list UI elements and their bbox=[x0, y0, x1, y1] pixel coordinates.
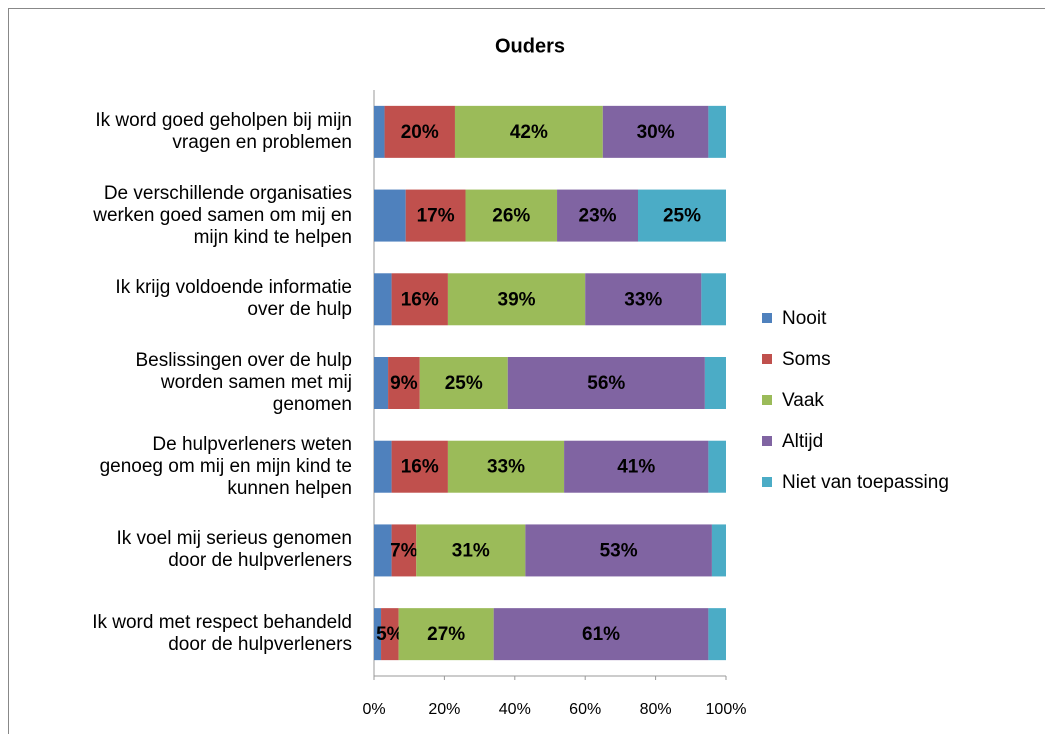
legend-swatch bbox=[762, 354, 772, 364]
bar-segment bbox=[704, 357, 726, 409]
bar-segment bbox=[374, 357, 389, 409]
bar-segment bbox=[405, 189, 466, 242]
data-label: 5% bbox=[376, 624, 404, 645]
data-label: 42% bbox=[510, 122, 548, 143]
legend-label: Vaak bbox=[782, 390, 824, 411]
data-label: 16% bbox=[401, 289, 439, 310]
bar-segment bbox=[416, 524, 526, 577]
bar-segment bbox=[507, 357, 705, 409]
legend-label: Soms bbox=[782, 349, 831, 370]
bar-segment bbox=[388, 357, 420, 409]
y-tick-label: Ik word met respect behandeld door de hu… bbox=[92, 612, 352, 656]
bar-segment bbox=[419, 357, 508, 409]
legend-swatch bbox=[762, 395, 772, 405]
data-label: 27% bbox=[427, 624, 465, 645]
legend-label: Altijd bbox=[782, 431, 823, 452]
bar-segment bbox=[447, 273, 586, 326]
data-label: 61% bbox=[582, 624, 620, 645]
data-label: 33% bbox=[624, 289, 662, 310]
data-label: 41% bbox=[617, 457, 655, 478]
x-tick-label: 40% bbox=[499, 701, 531, 718]
bar-segment bbox=[711, 524, 726, 577]
bar-segment bbox=[391, 524, 417, 577]
data-label: 30% bbox=[637, 122, 675, 143]
bar-segment bbox=[374, 105, 385, 158]
bar-segment bbox=[525, 524, 712, 577]
data-label: 20% bbox=[401, 122, 439, 143]
bar-segment bbox=[374, 440, 392, 493]
legend-label: Niet van toepassing bbox=[782, 472, 949, 493]
legend-swatch bbox=[762, 313, 772, 323]
bar-segment bbox=[465, 189, 558, 242]
y-tick-label: De hulpverleners weten genoeg om mij en … bbox=[99, 433, 352, 499]
bar-segment bbox=[585, 273, 702, 326]
legend-label: Nooit bbox=[782, 308, 827, 329]
bar-segment bbox=[447, 440, 565, 493]
data-label: 53% bbox=[600, 540, 638, 561]
data-label: 33% bbox=[487, 457, 525, 478]
bar-segment bbox=[374, 189, 406, 242]
data-label: 17% bbox=[417, 206, 455, 227]
bar-segment bbox=[374, 524, 392, 577]
y-tick-label: Ik voel mij serieus genomen door de hulp… bbox=[116, 528, 353, 572]
x-tick-label: 60% bbox=[569, 701, 601, 718]
bar-segment bbox=[391, 440, 448, 493]
data-label: 23% bbox=[579, 206, 617, 227]
chart-border bbox=[8, 8, 1045, 734]
x-tick-label: 20% bbox=[428, 701, 460, 718]
bar-segment bbox=[374, 273, 392, 326]
bar-segment bbox=[708, 440, 726, 493]
data-label: 31% bbox=[452, 540, 490, 561]
data-label: 16% bbox=[401, 457, 439, 478]
x-tick-label: 100% bbox=[706, 701, 747, 718]
bar-segment bbox=[638, 189, 726, 242]
bar-segment bbox=[493, 608, 709, 661]
data-label: 9% bbox=[390, 373, 418, 394]
y-tick-label: Ik word goed geholpen bij mijn vragen en… bbox=[95, 109, 352, 153]
bar-segment bbox=[708, 105, 726, 158]
bar-segment bbox=[391, 273, 448, 326]
bar-segment bbox=[708, 608, 726, 661]
bar-segment bbox=[384, 105, 455, 158]
bar-segment bbox=[602, 105, 709, 158]
bar-segment bbox=[557, 189, 638, 242]
bar-segment bbox=[564, 440, 709, 493]
bar-segment bbox=[454, 105, 603, 158]
data-label: 25% bbox=[445, 373, 483, 394]
bar-segment bbox=[381, 608, 399, 661]
legend-swatch bbox=[762, 436, 772, 446]
bar-segment bbox=[398, 608, 494, 661]
x-tick-label: 0% bbox=[362, 701, 385, 718]
y-tick-label: De verschillende organisaties werken goe… bbox=[93, 182, 352, 248]
legend-swatch bbox=[762, 477, 772, 487]
chart-title: Ouders bbox=[495, 35, 565, 57]
bar-segment bbox=[374, 608, 382, 661]
data-label: 7% bbox=[390, 540, 418, 561]
data-label: 26% bbox=[492, 206, 530, 227]
data-label: 56% bbox=[587, 373, 625, 394]
y-tick-label: Ik krijg voldoende informatie over de hu… bbox=[115, 277, 352, 321]
bar-segment bbox=[701, 273, 726, 326]
data-label: 25% bbox=[663, 206, 701, 227]
y-tick-label: Beslissingen over de hulp worden samen m… bbox=[135, 350, 352, 415]
data-label: 39% bbox=[498, 289, 536, 310]
x-tick-label: 80% bbox=[640, 701, 672, 718]
